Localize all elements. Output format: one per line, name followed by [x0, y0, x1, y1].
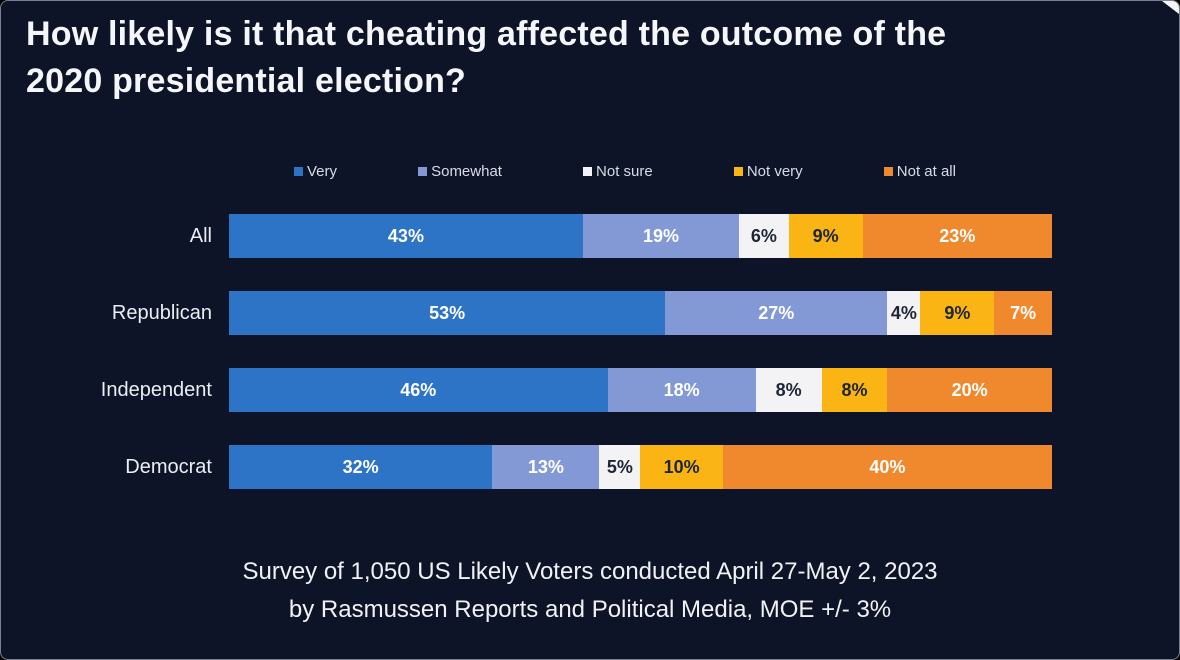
legend-item-somewhat: Somewhat: [418, 164, 502, 179]
source-note: Survey of 1,050 US Likely Voters conduct…: [242, 558, 938, 623]
legend-label: Very: [307, 163, 338, 180]
bar-segment-not-very: 10%: [640, 445, 723, 489]
bar-segment-very: 46%: [229, 368, 608, 412]
bar-segment-very: 43%: [229, 214, 583, 258]
bar-segment-not-sure: 6%: [739, 214, 789, 258]
bar-segment-not-sure: 8%: [755, 368, 822, 412]
bar-segment-not-sure: 4%: [887, 291, 921, 335]
stacked-bar-chart: All 43% 19% 6% 9% 23% Republican 53% 27% 4% 9% 7% In…: [1, 214, 1052, 522]
legend-label: Not sure: [596, 163, 653, 180]
stacked-bar: 43% 19% 6% 9% 23%: [229, 214, 1052, 258]
bar-segment-not-very: 8%: [821, 368, 888, 412]
legend-label: Not at all: [896, 163, 956, 180]
bar-segment-not-very: 9%: [920, 291, 995, 335]
row-label: Republican: [111, 301, 212, 324]
bar-segment-very: 53%: [229, 291, 666, 335]
legend-swatch-very: [294, 167, 303, 176]
bar-segment-very: 32%: [229, 445, 493, 489]
legend-item-not-sure: Not sure: [583, 164, 653, 179]
chart-title: How likely is it that cheating affected …: [26, 15, 947, 100]
bar-segment-not-at-all: 20%: [887, 368, 1052, 412]
bar-segment-somewhat: 13%: [492, 445, 600, 489]
bar-segment-not-at-all: 40%: [722, 445, 1052, 489]
legend-item-not-very: Not very: [733, 163, 803, 180]
chart-legend: Very Somewhat Not sure Not very Not at all: [294, 164, 956, 179]
bar-segment-not-sure: 5%: [599, 445, 641, 489]
legend-swatch-not-very: [733, 167, 743, 176]
bar-segment-somewhat: 27%: [665, 291, 888, 335]
legend-label: Somewhat: [431, 163, 502, 180]
row-label: Independent: [100, 378, 212, 401]
bar-segment-not-at-all: 7%: [994, 291, 1052, 335]
stacked-bar: 46% 18% 8% 8% 20%: [229, 368, 1052, 412]
row-label: Democrat: [125, 455, 212, 478]
legend-swatch-somewhat: [418, 167, 428, 176]
row-label: All: [189, 224, 212, 247]
chart-row-all: All 43% 19% 6% 9% 23%: [1, 214, 1052, 258]
chart-row-independent: Independent 46% 18% 8% 8% 20%: [1, 368, 1052, 412]
stacked-bar: 53% 27% 4% 9% 7%: [229, 291, 1052, 335]
legend-item-not-at-all: Not at all: [883, 163, 956, 180]
legend-swatch-not-sure: [583, 167, 593, 176]
bar-segment-somewhat: 19%: [582, 214, 740, 258]
bar-segment-somewhat: 18%: [607, 368, 756, 412]
bar-segment-not-very: 9%: [788, 214, 863, 258]
corner-fold-artifact: [1162, 1, 1179, 14]
bar-segment-not-at-all: 23%: [862, 214, 1052, 258]
stacked-bar: 32% 13% 5% 10% 40%: [229, 445, 1052, 489]
legend-item-very: Very: [294, 164, 337, 179]
legend-swatch-not-at-all: [883, 167, 893, 176]
chart-row-republican: Republican 53% 27% 4% 9% 7%: [1, 291, 1052, 335]
legend-label: Not very: [746, 163, 803, 180]
chart-row-democrat: Democrat 32% 13% 5% 10% 40%: [1, 445, 1052, 489]
